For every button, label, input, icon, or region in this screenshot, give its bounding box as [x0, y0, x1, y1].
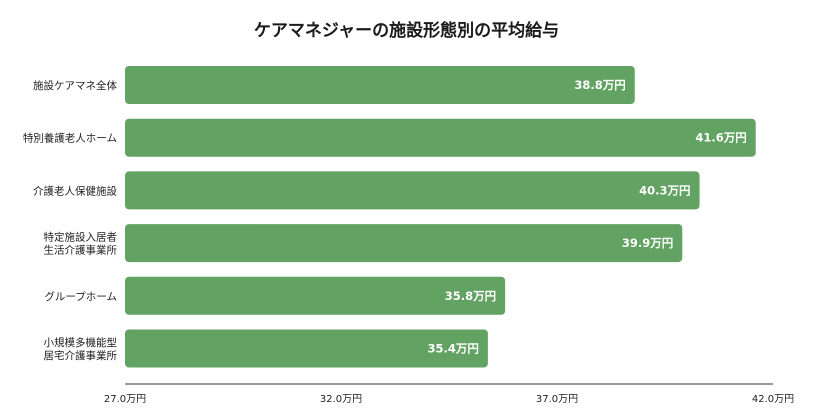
- chart-title: ケアマネジャーの施設形態別の平均給与: [253, 21, 560, 41]
- category-label: 施設ケアマネ全体: [33, 79, 117, 92]
- bar-value-label: 39.9万円: [622, 236, 673, 250]
- category-label: 介護老人保健施設: [33, 184, 117, 197]
- bar: [125, 276, 506, 315]
- category-label: グループホーム: [44, 290, 117, 303]
- bar: [125, 224, 683, 263]
- category-label: 特定施設入居者: [44, 231, 118, 244]
- category-labels: 施設ケアマネ全体特別養護老人ホーム介護老人保健施設特定施設入居者生活介護事業所グ…: [23, 79, 118, 362]
- bar: [125, 66, 635, 104]
- category-label: 居宅介護事業所: [44, 349, 118, 362]
- category-label: 特別養護老人ホーム: [23, 132, 117, 145]
- category-label: 生活介護事業所: [44, 244, 118, 257]
- x-tick-labels: 27.0万円 32.0万円 37.0万円 42.0万円: [104, 394, 794, 405]
- x-tick-label: 37.0万円: [536, 394, 578, 405]
- bar: [125, 171, 700, 210]
- bar-value-label: 35.8万円: [445, 289, 496, 303]
- bar: [125, 118, 756, 157]
- bar: [125, 329, 488, 368]
- x-tick-label: 32.0万円: [320, 394, 362, 405]
- bars-layer: 38.8万円 41.6万円 40.3万円 39.9万円 35.8万円 35.4万円: [125, 66, 756, 368]
- x-tick-label: 42.0万円: [752, 394, 794, 405]
- bar-value-label: 35.4万円: [428, 342, 479, 356]
- category-label: 小規模多機能型: [44, 336, 118, 349]
- bar-value-label: 41.6万円: [695, 131, 746, 145]
- bar-value-label: 38.8万円: [574, 78, 625, 92]
- bar-value-label: 40.3万円: [639, 183, 690, 197]
- x-tick-label: 27.0万円: [104, 394, 146, 405]
